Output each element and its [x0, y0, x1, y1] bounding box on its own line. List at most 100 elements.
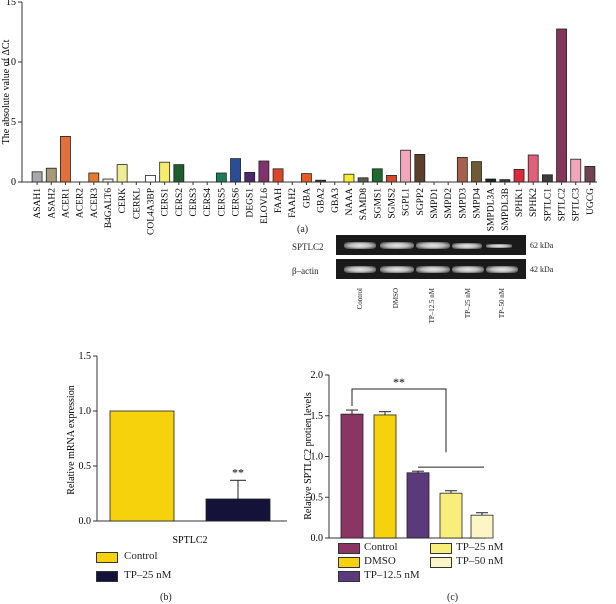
- bar: [244, 171, 256, 183]
- y-axis-title: Relative mRNA expression: [66, 385, 77, 494]
- bar: [556, 28, 567, 183]
- bar: [439, 492, 463, 539]
- bar: [499, 179, 511, 183]
- bar: [88, 172, 100, 183]
- bar: [470, 514, 494, 539]
- x-tick-label: ASAH1: [33, 188, 43, 219]
- x-tick-label: ACER2: [76, 188, 86, 218]
- bar: [145, 174, 156, 183]
- x-tick-label: GBA2: [317, 188, 327, 213]
- bar: [31, 171, 43, 183]
- bar: [541, 174, 553, 183]
- bar: [343, 173, 355, 183]
- x-tick-label: SMPDL3B: [501, 188, 511, 231]
- x-tick-label: ACER1: [61, 188, 71, 218]
- wb-size-actin: 42 kDa: [530, 265, 554, 274]
- bar: [371, 168, 383, 183]
- bar: [272, 168, 284, 183]
- legend-label: TP–12.5 nM: [364, 569, 420, 581]
- legend-swatch: [96, 571, 118, 582]
- y-tick-label: 2.0: [311, 370, 324, 381]
- bar: [301, 173, 312, 183]
- wb-lane-label: TP–12.5 nM: [428, 288, 436, 324]
- x-tick-label: CERS3: [189, 188, 199, 217]
- x-tick-label: ASAH2: [47, 188, 57, 219]
- x-tick-label: GBA3: [331, 188, 341, 213]
- bar: [456, 156, 468, 183]
- x-tick-label: SAMD8: [359, 188, 369, 220]
- legend-label: TP–25 nM: [456, 541, 504, 553]
- y-tick-label: 1.0: [311, 452, 324, 463]
- wb-label-actin: β–actin: [292, 266, 319, 276]
- x-tick-label: SMPD4: [473, 188, 483, 219]
- x-tick-label: GBA: [302, 188, 312, 208]
- x-tick-label: CERK: [118, 188, 128, 213]
- bar: [357, 177, 369, 183]
- bar: [386, 174, 397, 183]
- x-tick-label: SGPL1: [402, 188, 412, 216]
- x-tick-label: SPHK1: [515, 188, 525, 217]
- legend-label: DMSO: [364, 555, 396, 567]
- y-axis-title: The absolute value of ΔCt: [1, 39, 12, 144]
- wb-lane-label: Control: [356, 288, 364, 310]
- x-tick-label: CERS1: [161, 188, 171, 217]
- bar: [400, 149, 412, 183]
- bar: [45, 167, 57, 183]
- x-tick-label: SPTLC2: [558, 188, 568, 222]
- bar: [406, 472, 430, 539]
- x-tick-label: CERS6: [232, 188, 242, 217]
- legend-swatch: [338, 543, 360, 554]
- bar: [513, 168, 525, 183]
- significance-marker: **: [232, 465, 244, 479]
- bar: [60, 135, 71, 183]
- bar: [109, 410, 175, 522]
- bar: [570, 158, 582, 183]
- x-tick-label: FAAH2: [288, 188, 298, 218]
- x-tick-label: SPTLC1: [543, 188, 553, 222]
- bar: [373, 414, 397, 539]
- x-tick-label: CERS4: [203, 188, 213, 217]
- x-tick-label: SMPDL3A: [487, 188, 497, 231]
- x-tick-label: SPHK2: [529, 188, 539, 217]
- y-tick-label: 0.0: [79, 516, 92, 527]
- x-tick-label: SPTLC3: [572, 188, 582, 222]
- y-tick-label: 1.0: [79, 406, 92, 417]
- bar: [340, 413, 364, 539]
- x-tick-label: SMPD3: [458, 188, 468, 219]
- x-axis-title: SPTLC2: [172, 535, 207, 546]
- x-tick-label: SGMS1: [373, 188, 383, 219]
- bar: [414, 153, 426, 183]
- x-tick-label: SGPP2: [416, 188, 426, 216]
- y-tick-label: 0.5: [79, 461, 92, 472]
- legend-swatch: [96, 552, 118, 563]
- legend-label: Control: [124, 550, 158, 562]
- x-tick-label: CERKL: [132, 188, 142, 219]
- x-tick-label: B4GALT6: [104, 188, 114, 229]
- bar: [116, 164, 128, 183]
- x-tick-label: DEGS1: [246, 188, 256, 218]
- x-tick-label: CERS2: [175, 188, 185, 217]
- y-tick-label: 5: [11, 117, 16, 128]
- legend-label: Control: [364, 541, 398, 553]
- wb-strip-actin: [336, 259, 526, 279]
- legend-swatch: [430, 557, 452, 568]
- bar: [485, 178, 497, 183]
- x-tick-label: FAAH: [274, 188, 284, 213]
- y-tick-label: 0: [11, 177, 16, 188]
- x-tick-label: COL4A3BP: [146, 188, 156, 235]
- significance-marker: **: [393, 375, 405, 389]
- wb-strip-sptlc2: [336, 235, 526, 255]
- x-tick-label: ELOVL6: [260, 188, 270, 224]
- x-tick-label: SMPD2: [444, 188, 454, 219]
- significance-bracket: [351, 388, 447, 453]
- panel-label-c: (c): [447, 592, 459, 603]
- y-tick-label: 15: [6, 0, 16, 8]
- bar: [159, 161, 171, 183]
- bar: [205, 498, 271, 522]
- legend-swatch: [430, 543, 452, 554]
- legend-label: TP–50 nM: [456, 555, 504, 567]
- y-tick-label: 0.0: [311, 533, 324, 544]
- x-tick-label: SMPD1: [430, 188, 440, 219]
- legend-swatch: [338, 571, 360, 582]
